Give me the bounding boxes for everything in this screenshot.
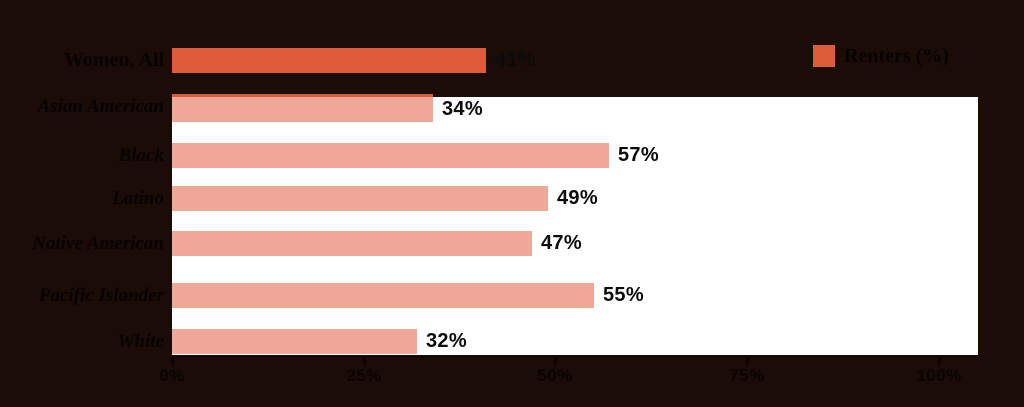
legend: Renters (%) [813,45,949,67]
category-label-asian-american: Asian American [37,95,164,117]
value-label-native-american: 47% [541,232,582,254]
value-label-asian-american: 34% [442,98,483,120]
legend-label: Renters (%) [844,44,949,67]
category-label-white: White [117,330,164,352]
value-label-black: 57% [618,144,659,166]
x-axis-tick-100 [938,357,941,365]
category-label-women-all: Women, All [63,49,164,71]
category-label-latino: Latino [112,187,164,209]
bar-native-american [172,231,532,256]
x-axis-tick-50 [554,357,557,365]
value-label-latino: 49% [557,187,598,209]
value-label-pacific-islander: 55% [603,284,644,306]
x-axis-tick-label-50: 50% [537,366,573,385]
x-axis-tick-label-100: 100% [916,366,962,385]
bar-women-all [172,48,486,73]
bar-asian-american [172,94,433,122]
x-axis-tick-0 [171,357,174,365]
category-label-native-american: Native American [32,232,164,254]
bar-white [172,329,417,354]
x-axis-tick-label-75: 75% [729,366,765,385]
x-axis-tick-label-25: 25% [346,366,382,385]
bar-black [172,143,609,168]
x-axis-tick-75 [746,357,749,365]
plot-area [172,97,978,358]
category-label-pacific-islander: Pacific Islander [38,284,164,306]
category-label-black: Black [118,144,164,166]
value-label-women-all: 41% [495,49,536,71]
bar-pacific-islander [172,283,594,308]
legend-swatch-renters [813,45,835,67]
value-label-white: 32% [426,330,467,352]
x-axis-tick-label-0: 0% [159,366,185,385]
x-axis-tick-25 [363,357,366,365]
bar-latino [172,186,548,211]
